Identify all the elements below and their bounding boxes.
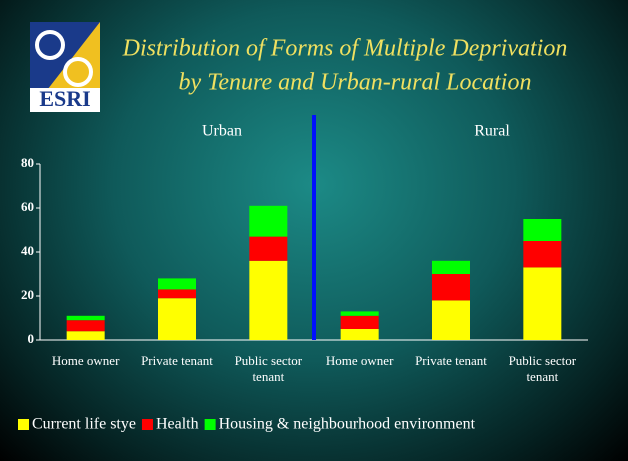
y-tick-label: 0 <box>28 331 35 346</box>
bar-segment <box>432 300 470 340</box>
bar-segment <box>158 278 196 290</box>
bar-segment <box>523 219 562 241</box>
bar-segment <box>432 260 470 274</box>
bar-segment <box>523 241 562 268</box>
bar-segment <box>249 260 288 340</box>
x-tick-label: Public sector tenant <box>508 353 577 384</box>
x-tick-label: Home owner <box>325 353 394 368</box>
y-tick-label: 40 <box>21 243 34 258</box>
bar-segment <box>66 331 105 340</box>
bar-segment <box>340 311 379 316</box>
group-label: Rural <box>474 123 510 140</box>
y-tick-label: 60 <box>21 199 34 214</box>
chart-title: Distribution of Forms of Multiple Depriv… <box>122 36 568 62</box>
bar-segment <box>249 236 288 261</box>
x-tick-label: Public sector tenant <box>234 353 303 384</box>
y-tick-label: 20 <box>21 287 34 302</box>
chart-title: by Tenure and Urban-rural Location <box>179 70 532 96</box>
y-tick-label: 80 <box>21 155 34 170</box>
logo-ring <box>63 57 93 87</box>
bar-segment <box>249 205 288 237</box>
bar-segment <box>432 274 470 301</box>
x-tick-label: Home owner <box>51 353 120 368</box>
bar-segment <box>158 298 196 340</box>
logo: ESRI <box>30 22 100 112</box>
logo-band <box>30 88 100 112</box>
bar-segment <box>66 320 105 332</box>
legend-swatch <box>204 419 216 430</box>
legend-label: Current life stye <box>32 416 136 433</box>
x-tick-label: Private tenant <box>415 353 487 368</box>
legend-swatch <box>141 419 153 430</box>
legend-label: Health <box>156 416 199 433</box>
bar-segment <box>340 315 379 329</box>
group-label: Urban <box>202 123 242 140</box>
bar-segment <box>523 267 562 340</box>
logo-text: ESRI <box>39 86 90 111</box>
x-tick-label: Private tenant <box>141 353 213 368</box>
logo-ring <box>35 30 65 60</box>
legend-swatch <box>18 419 29 430</box>
bar-segment <box>158 289 196 299</box>
legend-label: Housing & neighbourhood environment <box>219 416 476 433</box>
bar-segment <box>340 329 379 340</box>
bar-segment <box>66 315 105 321</box>
